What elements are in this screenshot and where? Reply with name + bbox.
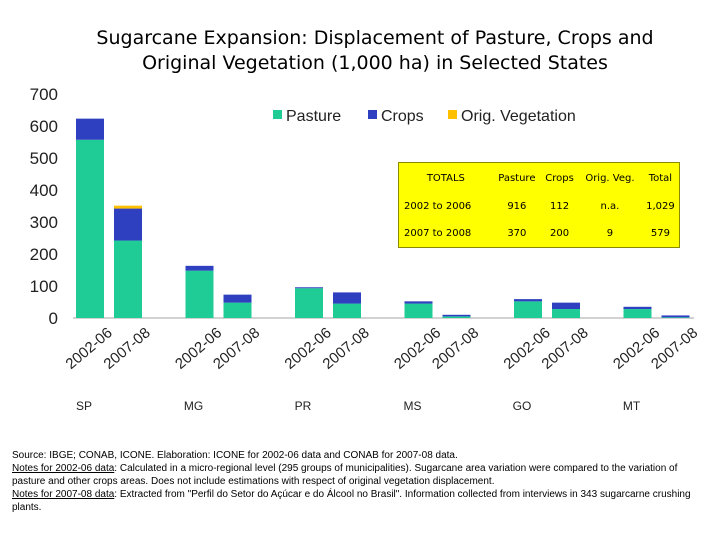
bar-pasture-mt-2007-08 bbox=[661, 317, 690, 318]
state-label: MS bbox=[404, 399, 422, 413]
totals-header-cell: Pasture bbox=[498, 172, 536, 184]
chart-title-line-2: Original Vegetation (1,000 ha) in Select… bbox=[142, 52, 608, 74]
note-label: Notes for 2002-06 data bbox=[12, 463, 115, 474]
state-label: GO bbox=[513, 399, 532, 413]
totals-cell: n.a. bbox=[600, 201, 620, 212]
bar-pasture-ms-2002-06 bbox=[404, 303, 433, 318]
state-label: MG bbox=[184, 399, 203, 413]
totals-row-label: 2007 to 2008 bbox=[404, 228, 472, 239]
bar-pasture-sp-2002-06 bbox=[76, 139, 104, 318]
source-line: Source: IBGE; CONAB, ICONE. Elaboration:… bbox=[12, 450, 458, 461]
bar-crops-mg-2007-08 bbox=[223, 294, 252, 303]
bar-orig-vegetation-sp-2007-08 bbox=[114, 205, 142, 209]
state-label: MT bbox=[623, 399, 641, 413]
bar-pasture-pr-2002-06 bbox=[295, 288, 323, 318]
totals-cell: 112 bbox=[549, 201, 570, 212]
bar-pasture-ms-2007-08 bbox=[442, 316, 471, 318]
bar-crops-go-2007-08 bbox=[552, 302, 580, 310]
y-tick-label: 600 bbox=[30, 117, 58, 136]
legend-swatch bbox=[448, 110, 457, 119]
bar-crops-mt-2007-08 bbox=[661, 315, 690, 318]
state-label: PR bbox=[295, 399, 312, 413]
bar-crops-mg-2002-06 bbox=[185, 265, 214, 271]
bar-crops-pr-2007-08 bbox=[333, 292, 361, 304]
totals-header-cell: Total bbox=[648, 172, 673, 184]
chart-title: Sugarcane Expansion: Displacement of Pas… bbox=[40, 26, 710, 76]
legend-label: Orig. Vegetation bbox=[461, 108, 576, 125]
bar-crops-sp-2007-08 bbox=[114, 208, 142, 241]
bar-crops-ms-2007-08 bbox=[442, 314, 471, 317]
y-tick-label: 400 bbox=[30, 181, 58, 200]
totals-header-cell: TOTALS bbox=[426, 172, 465, 184]
bar-crops-sp-2002-06 bbox=[76, 118, 104, 140]
note-2007-08: Notes for 2007-08 data: Extracted from "… bbox=[12, 488, 712, 514]
totals-header-cell: Orig. Veg. bbox=[585, 172, 635, 184]
note-text: : Extracted from "Perfil do Setor do Açú… bbox=[12, 489, 691, 513]
chart-title-line-1: Sugarcane Expansion: Displacement of Pas… bbox=[96, 27, 654, 49]
totals-header-cell: Crops bbox=[545, 172, 574, 184]
y-tick-label: 300 bbox=[30, 213, 58, 232]
source-notes: Source: IBGE; CONAB, ICONE. Elaboration:… bbox=[12, 449, 712, 514]
bar-crops-mt-2002-06 bbox=[623, 306, 652, 310]
totals-cell: 579 bbox=[650, 228, 670, 239]
bar-crops-go-2002-06 bbox=[514, 299, 542, 302]
stacked-bar-chart: 01002003004005006007002002-062007-08SP20… bbox=[30, 85, 702, 413]
y-tick-label: 200 bbox=[30, 245, 58, 264]
y-tick-label: 500 bbox=[30, 149, 58, 168]
bar-pasture-mg-2007-08 bbox=[223, 302, 252, 318]
totals-cell: 370 bbox=[507, 228, 527, 239]
bar-pasture-go-2007-08 bbox=[552, 309, 580, 318]
legend-swatch bbox=[368, 110, 377, 119]
totals-table: TOTALS Pasture Crops Orig. Veg. Total 20… bbox=[398, 162, 680, 248]
totals-cell: 9 bbox=[606, 228, 614, 239]
totals-row-label: 2002 to 2006 bbox=[404, 201, 472, 212]
bar-pasture-mt-2002-06 bbox=[623, 309, 652, 318]
state-label: SP bbox=[76, 399, 92, 413]
totals-cell: 200 bbox=[549, 228, 570, 239]
note-text: : Calculated in a micro-regional level (… bbox=[12, 463, 678, 487]
note-2002-06: Notes for 2002-06 data: Calculated in a … bbox=[12, 462, 712, 488]
bar-crops-ms-2002-06 bbox=[404, 301, 433, 304]
totals-cell: 1,029 bbox=[646, 201, 675, 212]
note-label: Notes for 2007-08 data bbox=[12, 489, 115, 500]
totals-cell: 916 bbox=[507, 201, 527, 212]
bar-pasture-mg-2002-06 bbox=[185, 270, 214, 318]
bar-pasture-go-2002-06 bbox=[514, 301, 542, 318]
bar-pasture-pr-2007-08 bbox=[333, 303, 361, 318]
legend-swatch bbox=[273, 110, 282, 119]
y-tick-label: 0 bbox=[49, 309, 58, 328]
bar-pasture-sp-2007-08 bbox=[114, 240, 142, 318]
legend-label: Pasture bbox=[286, 108, 341, 125]
legend-label: Crops bbox=[381, 108, 424, 125]
bar-crops-pr-2002-06 bbox=[295, 287, 323, 289]
y-tick-label: 700 bbox=[30, 85, 58, 104]
y-tick-label: 100 bbox=[30, 277, 58, 296]
